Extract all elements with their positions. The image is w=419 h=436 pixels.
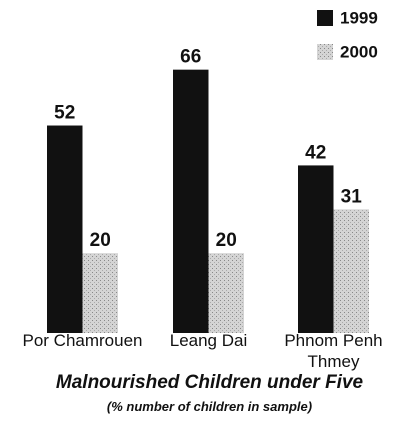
chart-subtitle: (% number of children in sample)	[106, 399, 313, 414]
bar	[173, 69, 209, 333]
value-label: 42	[305, 142, 326, 163]
bar	[82, 253, 118, 333]
legend-label: 1999	[340, 8, 378, 27]
value-label: 20	[216, 230, 237, 251]
value-label: 52	[54, 103, 75, 124]
bar	[298, 165, 334, 333]
legend-swatch	[317, 44, 333, 60]
x-tick-label: Leang Dai	[169, 331, 248, 350]
x-tick-label: Por Chamrouen	[22, 331, 143, 350]
value-label: 20	[90, 230, 111, 251]
legend-label: 2000	[340, 42, 378, 61]
chart-title: Malnourished Children under Five	[55, 372, 364, 393]
value-label: 66	[180, 47, 201, 68]
value-label: 31	[341, 186, 363, 207]
x-tick-label: Phnom Penh Thmey	[284, 331, 383, 371]
bar	[47, 125, 83, 334]
legend-swatch	[317, 10, 333, 26]
bar	[208, 253, 244, 333]
bar	[333, 209, 369, 333]
